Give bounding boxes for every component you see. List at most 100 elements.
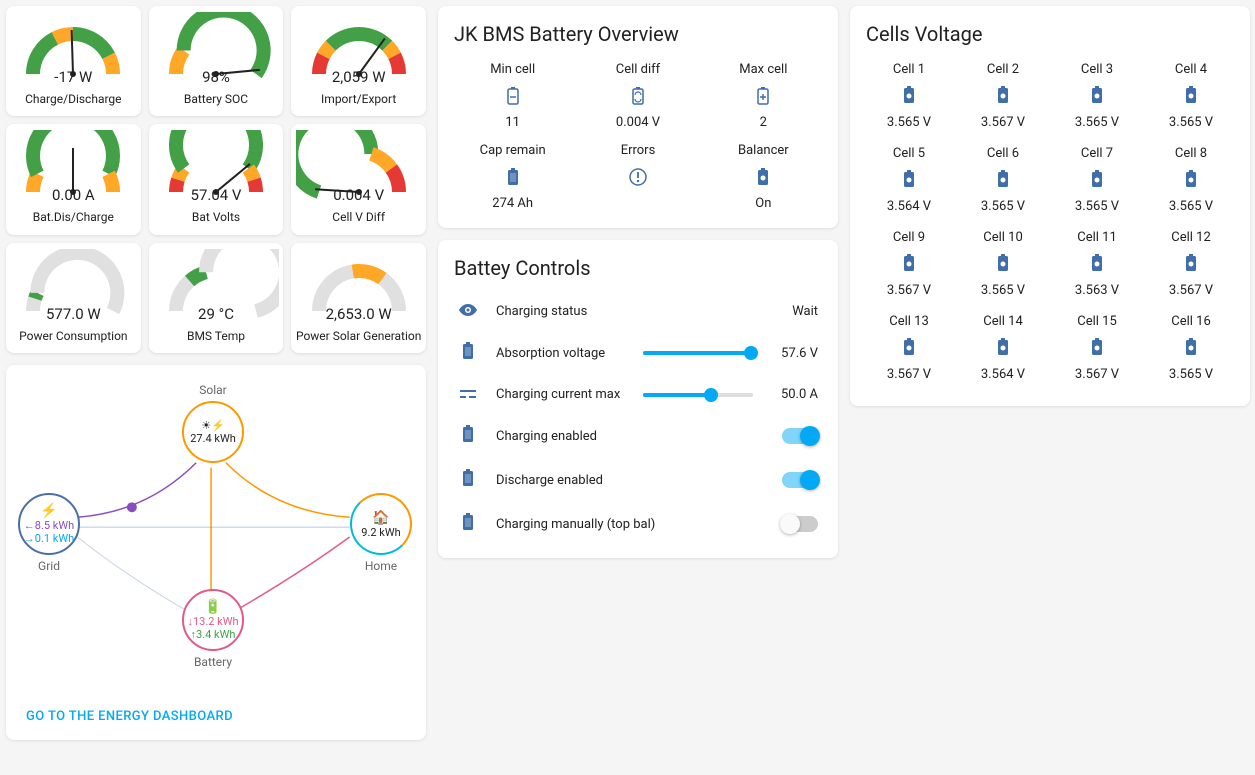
cell-value: 3.567 V bbox=[862, 367, 956, 382]
gauge-power-solar-generation[interactable]: 2,653.0 W Power Solar Generation bbox=[291, 243, 426, 353]
energy-flow-diagram: Solar ☀⚡ 27.4 kWh ⚡ ←8.5 kWh →0.1 kWh Gr… bbox=[18, 377, 414, 697]
cell-cell-4[interactable]: Cell 4 3.565 V bbox=[1144, 58, 1238, 142]
cell-cell-2[interactable]: Cell 2 3.567 V bbox=[956, 58, 1050, 142]
control-discharge-enabled: Discharge enabled bbox=[450, 458, 826, 502]
solar-label: Solar bbox=[182, 383, 244, 397]
cell-label: Cell 9 bbox=[862, 230, 956, 245]
bms-overview-card: JK BMS Battery Overview Min cell 11Cell … bbox=[438, 6, 838, 228]
battery-icon bbox=[862, 253, 956, 273]
control-charging-status: Charging statusWait bbox=[450, 292, 826, 331]
bms-item-label: Cap remain bbox=[450, 143, 575, 158]
cell-cell-6[interactable]: Cell 6 3.565 V bbox=[956, 142, 1050, 226]
cell-cell-1[interactable]: Cell 1 3.565 V bbox=[862, 58, 956, 142]
grid-node[interactable]: ⚡ ←8.5 kWh →0.1 kWh bbox=[18, 493, 80, 555]
gauge-bat-dis-charge[interactable]: 0.00 A Bat.Dis/Charge bbox=[6, 124, 141, 234]
cell-value: 3.563 V bbox=[1050, 283, 1144, 298]
home-value: 9.2 kWh bbox=[361, 526, 400, 539]
control-label: Absorption voltage bbox=[496, 346, 625, 361]
bms-item-value: 11 bbox=[450, 115, 575, 131]
battery-down: ↓13.2 kWh bbox=[187, 615, 238, 628]
bms-min-cell[interactable]: Min cell 11 bbox=[450, 58, 575, 135]
cell-value: 3.567 V bbox=[1144, 283, 1238, 298]
cell-cell-3[interactable]: Cell 3 3.565 V bbox=[1050, 58, 1144, 142]
cell-value: 3.567 V bbox=[862, 283, 956, 298]
battery-label: Battery bbox=[182, 655, 244, 669]
control-value: 50.0 A bbox=[781, 387, 818, 402]
gauge-label: BMS Temp bbox=[153, 329, 280, 343]
right-column: Cells Voltage Cell 1 3.565 VCell 2 3.567… bbox=[850, 6, 1250, 406]
gauge-power-consumption[interactable]: 577.0 W Power Consumption bbox=[6, 243, 141, 353]
gauge-charge-discharge[interactable]: -17 W Charge/Discharge bbox=[6, 6, 141, 116]
bms-cell-diff[interactable]: Cell diff 0.004 V bbox=[575, 58, 700, 135]
gauge-bat-volts[interactable]: 57.04 V Bat Volts bbox=[149, 124, 284, 234]
cell-cell-5[interactable]: Cell 5 3.564 V bbox=[862, 142, 956, 226]
cell-cell-11[interactable]: Cell 11 3.563 V bbox=[1050, 226, 1144, 310]
gauge-import-export[interactable]: 2,059 W Import/Export bbox=[291, 6, 426, 116]
bat-icon bbox=[458, 468, 478, 492]
battery-icon bbox=[956, 169, 1050, 189]
control-absorption-voltage: Absorption voltage 57.6 V bbox=[450, 331, 826, 375]
cell-label: Cell 12 bbox=[1144, 230, 1238, 245]
gauge-battery-soc[interactable]: 98% Battery SOC bbox=[149, 6, 284, 116]
toggle[interactable] bbox=[782, 516, 818, 532]
eye-icon bbox=[458, 302, 478, 321]
middle-column: JK BMS Battery Overview Min cell 11Cell … bbox=[438, 6, 838, 558]
gauge-label: Battery SOC bbox=[153, 92, 280, 106]
cell-value: 3.567 V bbox=[956, 115, 1050, 130]
slider[interactable] bbox=[643, 351, 753, 355]
cell-label: Cell 14 bbox=[956, 314, 1050, 329]
cell-value: 3.565 V bbox=[956, 199, 1050, 214]
cell-value: 3.565 V bbox=[862, 115, 956, 130]
toggle[interactable] bbox=[782, 472, 818, 488]
cell-cell-14[interactable]: Cell 14 3.564 V bbox=[956, 310, 1050, 394]
control-label: Charging status bbox=[496, 304, 774, 319]
bms-item-value: 0.004 V bbox=[575, 115, 700, 131]
bat-icon bbox=[450, 166, 575, 188]
cell-cell-12[interactable]: Cell 12 3.567 V bbox=[1144, 226, 1238, 310]
current-icon bbox=[458, 385, 478, 404]
cell-cell-15[interactable]: Cell 15 3.567 V bbox=[1050, 310, 1144, 394]
control-label: Charging enabled bbox=[496, 429, 764, 444]
home-node[interactable]: 🏠 9.2 kWh bbox=[350, 493, 412, 555]
cell-cell-8[interactable]: Cell 8 3.565 V bbox=[1144, 142, 1238, 226]
energy-dashboard-link[interactable]: GO TO THE ENERGY DASHBOARD bbox=[18, 697, 414, 728]
cell-label: Cell 10 bbox=[956, 230, 1050, 245]
gauge-label: Charge/Discharge bbox=[10, 92, 137, 106]
toggle[interactable] bbox=[782, 428, 818, 444]
battery-icon bbox=[1144, 253, 1238, 273]
alert-icon bbox=[575, 166, 700, 188]
battery-icon bbox=[956, 253, 1050, 273]
cells-voltage-card: Cells Voltage Cell 1 3.565 VCell 2 3.567… bbox=[850, 6, 1250, 406]
grid-label: Grid bbox=[18, 559, 80, 573]
cell-value: 3.567 V bbox=[1050, 367, 1144, 382]
slider[interactable] bbox=[643, 393, 753, 397]
cell-label: Cell 5 bbox=[862, 146, 956, 161]
gauge-bms-temp[interactable]: 29 °C BMS Temp bbox=[149, 243, 284, 353]
solar-node[interactable]: ☀⚡ 27.4 kWh bbox=[182, 401, 244, 463]
bms-cap-remain[interactable]: Cap remain 274 Ah bbox=[450, 139, 575, 216]
control-charging-enabled: Charging enabled bbox=[450, 414, 826, 458]
cell-cell-7[interactable]: Cell 7 3.565 V bbox=[1050, 142, 1144, 226]
cell-cell-13[interactable]: Cell 13 3.567 V bbox=[862, 310, 956, 394]
bms-errors[interactable]: Errors bbox=[575, 139, 700, 216]
bms-max-cell[interactable]: Max cell 2 bbox=[701, 58, 826, 135]
control-value: 57.6 V bbox=[781, 346, 818, 361]
control-label: Charging current max bbox=[496, 387, 625, 402]
battery-icon bbox=[862, 337, 956, 357]
gauge-label: Bat Volts bbox=[153, 210, 280, 224]
cell-label: Cell 2 bbox=[956, 62, 1050, 77]
battery-icon bbox=[1050, 169, 1144, 189]
gauge-cell-v-diff[interactable]: 0.004 V Cell V Diff bbox=[291, 124, 426, 234]
cell-label: Cell 15 bbox=[1050, 314, 1144, 329]
cell-cell-16[interactable]: Cell 16 3.565 V bbox=[1144, 310, 1238, 394]
bms-balancer[interactable]: Balancer On bbox=[701, 139, 826, 216]
solar-value: 27.4 kWh bbox=[190, 432, 236, 445]
bms-item-value: On bbox=[701, 196, 826, 212]
cell-cell-10[interactable]: Cell 10 3.565 V bbox=[956, 226, 1050, 310]
cell-cell-9[interactable]: Cell 9 3.567 V bbox=[862, 226, 956, 310]
gauge-label: Cell V Diff bbox=[295, 210, 422, 224]
bat-heart-icon bbox=[701, 166, 826, 188]
cell-value: 3.564 V bbox=[862, 199, 956, 214]
cell-label: Cell 3 bbox=[1050, 62, 1144, 77]
battery-node[interactable]: 🔋 ↓13.2 kWh ↑3.4 kWh bbox=[182, 589, 244, 651]
